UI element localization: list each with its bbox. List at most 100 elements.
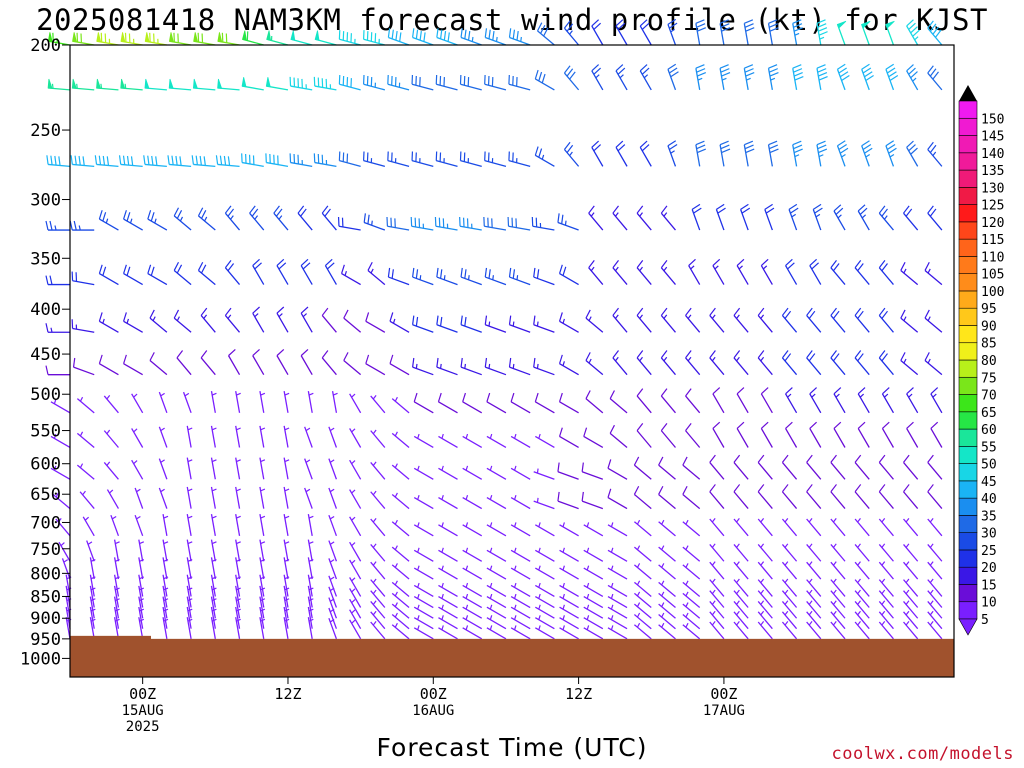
barb-full-feather [830,454,837,463]
wind-barb [362,30,386,46]
barb-full-feather [908,22,916,30]
wind-barb [113,585,120,608]
barb-pennant [217,32,223,43]
wind-barb [343,309,362,333]
barb-half-feather [465,433,469,439]
barb-half-feather [736,621,740,626]
barb-full-feather [49,220,53,231]
wind-barb [878,454,894,480]
barb-half-feather [492,275,494,280]
barb-full-feather [607,459,612,469]
barb-half-feather [163,587,169,591]
barb-full-feather [612,260,619,269]
wind-barb [149,309,168,333]
barb-half-feather [305,427,311,432]
wind-barb [265,77,289,91]
barb-half-feather [784,578,789,584]
barb-half-feather [417,604,420,610]
barb-half-feather [562,522,565,528]
barb-half-feather [714,265,719,270]
wind-barb [510,392,531,414]
wind-barb [558,427,579,449]
wind-barb [712,258,725,285]
barb-full-feather [781,484,789,493]
wind-barb [806,561,822,580]
barb-half-feather [489,625,493,631]
wind-barb [633,486,652,510]
wind-barb [321,205,337,231]
wind-barb [391,563,410,580]
colorbar-label: 25 [981,544,997,559]
barb-full-feather [878,205,886,214]
barb-staff [99,363,119,376]
wind-barb [563,20,580,46]
wind-barb [781,578,798,597]
wind-barb [235,539,241,562]
wind-barb [557,462,579,480]
wind-barb [927,65,943,91]
colorbar-label: 10 [981,596,997,611]
wind-barb [535,625,555,640]
wind-barb [878,307,894,333]
barb-full-feather [793,27,803,32]
barb-full-feather [669,67,678,74]
wind-barb [885,140,897,167]
barb-half-feather [441,565,444,571]
barb-half-feather [284,515,290,519]
barb-half-feather [106,395,111,400]
wind-barb [806,621,822,640]
barb-half-feather [685,563,689,568]
barb-half-feather [736,610,740,616]
wind-barb [459,216,482,231]
wind-barb [98,264,119,286]
barb-half-feather [514,625,517,631]
wind-barb [881,387,895,414]
barb-full-feather [300,208,307,217]
barb-half-feather [857,600,861,605]
barb-full-feather [439,29,443,39]
barb-half-feather [284,618,290,622]
wind-barb [328,607,338,629]
barb-pennant [193,32,199,43]
barb-half-feather [685,622,689,628]
wind-barb [484,74,507,91]
barb-full-feather [736,258,745,266]
wind-barb [47,78,71,91]
barb-half-feather [636,563,641,568]
barb-half-feather [329,618,335,623]
barb-half-feather [187,558,193,562]
wind-barb [349,541,362,562]
wind-barb [658,580,676,597]
barb-half-feather [905,518,910,523]
wind-barb [138,539,145,562]
wind-barb [273,205,289,231]
wind-barb [861,20,871,46]
wind-barb [215,155,240,168]
colorbar-swatch [958,325,978,344]
wind-barb [438,565,458,580]
wind-barb [854,350,870,376]
wind-barb [709,621,725,640]
wind-barb [259,617,266,639]
barb-full-feather [219,155,223,165]
wind-barb [854,260,870,285]
barb-staff [537,30,555,46]
wind-barb [162,617,169,639]
barb-half-feather [465,565,469,571]
barb-staff [438,401,458,414]
wind-barb [685,350,701,376]
wind-barb [535,433,555,449]
barb-full-feather [607,488,612,498]
wind-barb [833,204,846,231]
wind-barb [113,539,120,562]
wind-barb [210,574,217,597]
wind-barb [486,522,507,537]
barb-half-feather [329,427,335,432]
barb-full-feather [612,205,619,214]
wind-barb [583,582,604,598]
barb-full-feather [929,68,937,77]
barb-full-feather [508,315,512,325]
wind-barb [510,565,531,580]
wind-barb [367,261,386,286]
